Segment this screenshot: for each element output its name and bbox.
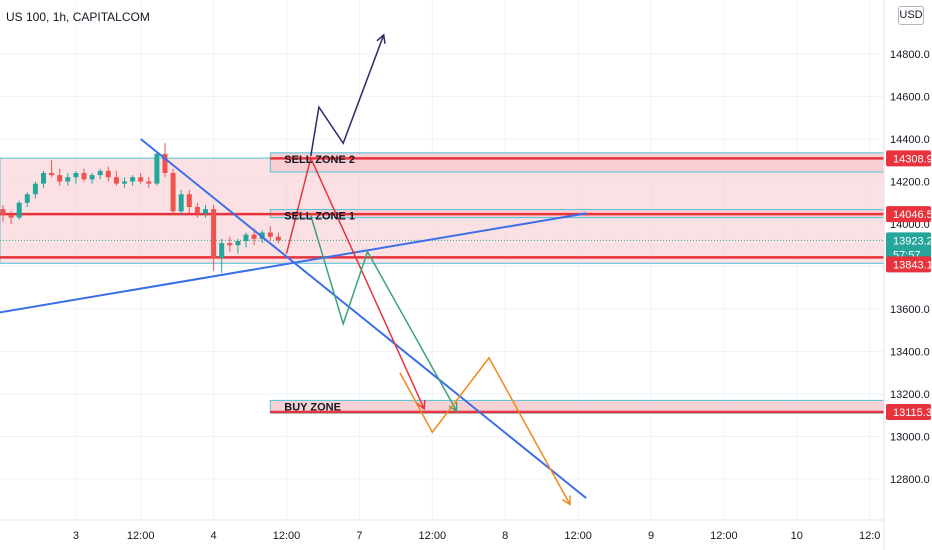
x-tick-label-1: 12:00 xyxy=(127,530,155,542)
candle-body-18[interactable] xyxy=(146,181,152,184)
x-tick-label-11: 12:0 xyxy=(859,530,880,542)
price-tag-buy-zone xyxy=(886,403,931,420)
x-tick-label-4: 7 xyxy=(356,530,362,542)
candle-body-22[interactable] xyxy=(178,194,184,212)
x-tick-label-10: 10 xyxy=(791,530,803,542)
candle-body-17[interactable] xyxy=(138,177,144,182)
zone-box-0[interactable] xyxy=(269,152,885,173)
price-tag-sell-zone-1-text: 14046.5 xyxy=(893,209,932,221)
candle-body-14[interactable] xyxy=(113,177,119,184)
candle-body-21[interactable] xyxy=(170,173,176,212)
price-tag-current-text: 13923.2 xyxy=(893,235,932,247)
projection-arrowhead-navy xyxy=(376,33,386,44)
candle-body-28[interactable] xyxy=(227,243,233,246)
y-tick-label-3: 13400.0 xyxy=(890,347,930,359)
candle-body-3[interactable] xyxy=(24,194,30,203)
zone-labels: SELL ZONE 2 SELL ZONE 1 BUY ZONE xyxy=(284,154,355,414)
candle-body-7[interactable] xyxy=(57,175,63,182)
x-tick-label-3: 12:00 xyxy=(273,530,301,542)
projection-arrowhead-red xyxy=(416,399,426,411)
candles xyxy=(0,143,281,273)
candle-body-15[interactable] xyxy=(122,181,127,184)
zone-label-2: BUY ZONE xyxy=(284,401,341,413)
zone-label-0: SELL ZONE 2 xyxy=(284,154,355,166)
candle-body-13[interactable] xyxy=(105,170,111,178)
candle-body-25[interactable] xyxy=(203,209,208,214)
candle-body-24[interactable] xyxy=(194,207,200,214)
zone-label-1: SELL ZONE 1 xyxy=(284,211,355,223)
candle-body-31[interactable] xyxy=(251,234,257,239)
candle-body-10[interactable] xyxy=(81,173,87,180)
candle-body-33[interactable] xyxy=(267,232,273,237)
x-tick-label-0: 3 xyxy=(73,530,79,542)
candle-body-12[interactable] xyxy=(97,170,103,176)
candle-body-0[interactable] xyxy=(0,209,6,216)
trend-line-1[interactable] xyxy=(140,138,587,499)
x-tick-label-9: 12:00 xyxy=(710,530,738,542)
candle-body-29[interactable] xyxy=(235,241,241,246)
price-tag-sell-zone-2 xyxy=(886,150,931,167)
y-tick-label-10: 14800.0 xyxy=(890,49,930,61)
price-tag-current xyxy=(886,232,931,263)
candle-body-23[interactable] xyxy=(186,194,192,207)
candle-body-34[interactable] xyxy=(275,236,281,241)
projection-path-green[interactable] xyxy=(310,215,458,412)
price-tag-buy-zone-text: 13115.3 xyxy=(893,407,932,419)
projection-path-orange[interactable] xyxy=(399,356,571,505)
y-tick-label-7: 14200.0 xyxy=(890,177,930,189)
candle-body-1[interactable] xyxy=(8,215,14,218)
trend-line-0[interactable] xyxy=(0,212,587,314)
x-tick-label-5: 12:00 xyxy=(419,530,447,542)
candle-body-2[interactable] xyxy=(16,202,22,218)
y-tick-label-2: 13200.0 xyxy=(890,389,930,401)
candle-body-5[interactable] xyxy=(41,173,46,184)
x-tick-label-6: 8 xyxy=(502,530,508,542)
x-tick-label-8: 9 xyxy=(648,530,654,542)
y-tick-label-9: 14600.0 xyxy=(890,92,930,104)
candle-body-19[interactable] xyxy=(154,153,160,184)
projection-path-red[interactable] xyxy=(285,155,425,410)
currency-badge[interactable]: USD xyxy=(898,6,924,25)
candle-body-6[interactable] xyxy=(49,173,55,176)
symbol-title[interactable]: US 100, 1h, CAPITALCOM xyxy=(6,10,150,24)
candle-body-8[interactable] xyxy=(65,177,71,182)
x-tick-label-7: 12:00 xyxy=(564,530,592,542)
projection-arrowhead-orange xyxy=(562,495,571,506)
candle-body-27[interactable] xyxy=(219,243,225,258)
candle-body-26[interactable] xyxy=(211,209,217,258)
candle-body-16[interactable] xyxy=(130,177,136,182)
projection-path-navy[interactable] xyxy=(310,34,385,157)
candle-body-4[interactable] xyxy=(32,183,38,195)
y-tick-label-0: 12800.0 xyxy=(890,474,930,486)
time-axis[interactable]: 3 12:00 4 12:00 7 12:00 8 12:00 9 12:00 10 12:0 xyxy=(73,530,881,542)
drawn-lines xyxy=(0,33,587,506)
price-tag-sell-zone-2-text: 14308.9 xyxy=(893,153,932,165)
price-tag-support xyxy=(886,256,931,273)
price-tag-support-text: 13843.1 xyxy=(893,259,932,271)
x-tick-label-2: 4 xyxy=(211,530,217,542)
zones xyxy=(0,152,885,414)
candle-body-11[interactable] xyxy=(89,175,95,180)
candle-body-9[interactable] xyxy=(73,173,79,178)
candle-body-30[interactable] xyxy=(243,234,249,241)
candle-body-20[interactable] xyxy=(162,153,168,173)
y-tick-label-8: 14400.0 xyxy=(890,134,930,146)
y-tick-label-1: 13000.0 xyxy=(890,432,930,444)
price-axis[interactable]: 12800.013000.013200.013400.013600.013800… xyxy=(890,49,930,486)
price-tag-sell-zone-1 xyxy=(886,206,931,223)
y-tick-label-4: 13600.0 xyxy=(890,304,930,316)
